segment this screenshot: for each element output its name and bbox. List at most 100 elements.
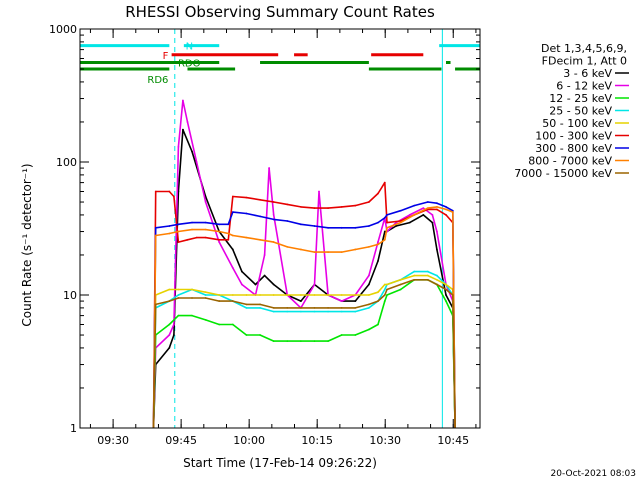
data-point [177,294,180,296]
data-point [354,204,357,207]
data-point [154,226,157,229]
data-point [227,223,230,226]
data-point [340,294,343,296]
data-point [340,205,343,208]
data-point [340,310,343,313]
data-point [259,215,261,218]
legend-header-line: FDecim 1, Att 0 [542,55,627,68]
data-point [231,195,234,198]
plot-frame [79,28,481,429]
data-point [383,300,386,302]
data-point [451,211,454,214]
data-point [245,306,248,309]
data-point [245,294,248,296]
data-point [327,340,329,343]
data-point [313,340,316,343]
data-point [426,207,429,210]
data-point [204,318,207,321]
data-point [204,294,207,296]
legend-entry-label: 25 - 50 keV [549,105,612,118]
data-point [245,334,248,336]
data-point [241,283,243,286]
data-point [445,205,447,208]
data-point [286,220,289,222]
data-point [386,226,388,229]
data-point [177,241,180,243]
data-point [436,208,438,211]
plot-layer: N F RDO RD6 [80,29,480,428]
data-point [259,334,261,336]
data-point [367,201,370,203]
data-point [299,223,302,226]
data-point [218,323,221,326]
data-point [154,234,157,237]
data-point [436,278,438,281]
data-point [204,236,207,239]
data-point [327,226,329,229]
data-point [340,251,343,254]
data-point [377,221,379,224]
x-tick-label: 09:45 [165,434,197,447]
series-line-5 [152,274,456,428]
data-point [367,306,370,309]
data-point [313,251,316,254]
data-point [286,294,289,296]
data-point [168,300,171,302]
data-point [408,221,411,224]
data-point [386,214,388,216]
data-point [272,218,275,221]
data-point [195,161,198,163]
data-point [168,334,171,336]
data-point [399,209,402,212]
data-point [445,214,447,216]
data-point [383,283,386,286]
data-point [377,291,379,294]
data-point [204,297,207,299]
data-point [340,306,343,309]
data-point [168,225,171,227]
data-point [354,300,357,302]
y-tick-label: 1 [70,422,77,435]
data-point [377,241,379,243]
data-point [413,278,416,281]
data-point [191,297,193,299]
data-point [182,99,184,102]
data-point [154,303,157,306]
data-point [399,221,402,224]
data-point [168,232,171,235]
data-point [218,294,221,296]
series-line-1 [152,128,456,428]
data-point [377,323,379,326]
data-point [259,294,261,296]
data-point [436,274,438,277]
data-point [272,340,275,343]
x-tick-label: 10:15 [301,434,333,447]
legend-entry-label: 6 - 12 keV [556,80,612,93]
data-point [413,204,416,207]
data-point [313,283,316,286]
data-point [299,294,302,296]
data-point [426,201,429,203]
x-tick-label: 09:30 [97,434,129,447]
legend-entry-label: 800 - 7000 keV [528,155,612,168]
data-point [413,270,416,273]
data-point [340,226,343,229]
data-point [445,283,447,286]
data-point [186,121,189,123]
data-point [377,260,379,262]
data-point [218,238,221,241]
legend-entry-label: 12 - 25 keV [549,92,612,105]
y-axis-label: Count Rate (s⁻¹ detector⁻¹) [20,163,34,326]
axes-layer: 1 10 100 1000 09:30 09:45 10:00 10:15 10:30 10:45 [49,23,481,447]
data-point [231,294,234,296]
data-point [445,300,447,302]
data-point [377,243,379,246]
data-point [377,192,379,195]
data-point [259,238,261,241]
data-point [422,214,425,216]
data-point [354,226,357,229]
data-point [186,238,189,241]
data-point [399,278,402,281]
data-point [154,190,157,193]
